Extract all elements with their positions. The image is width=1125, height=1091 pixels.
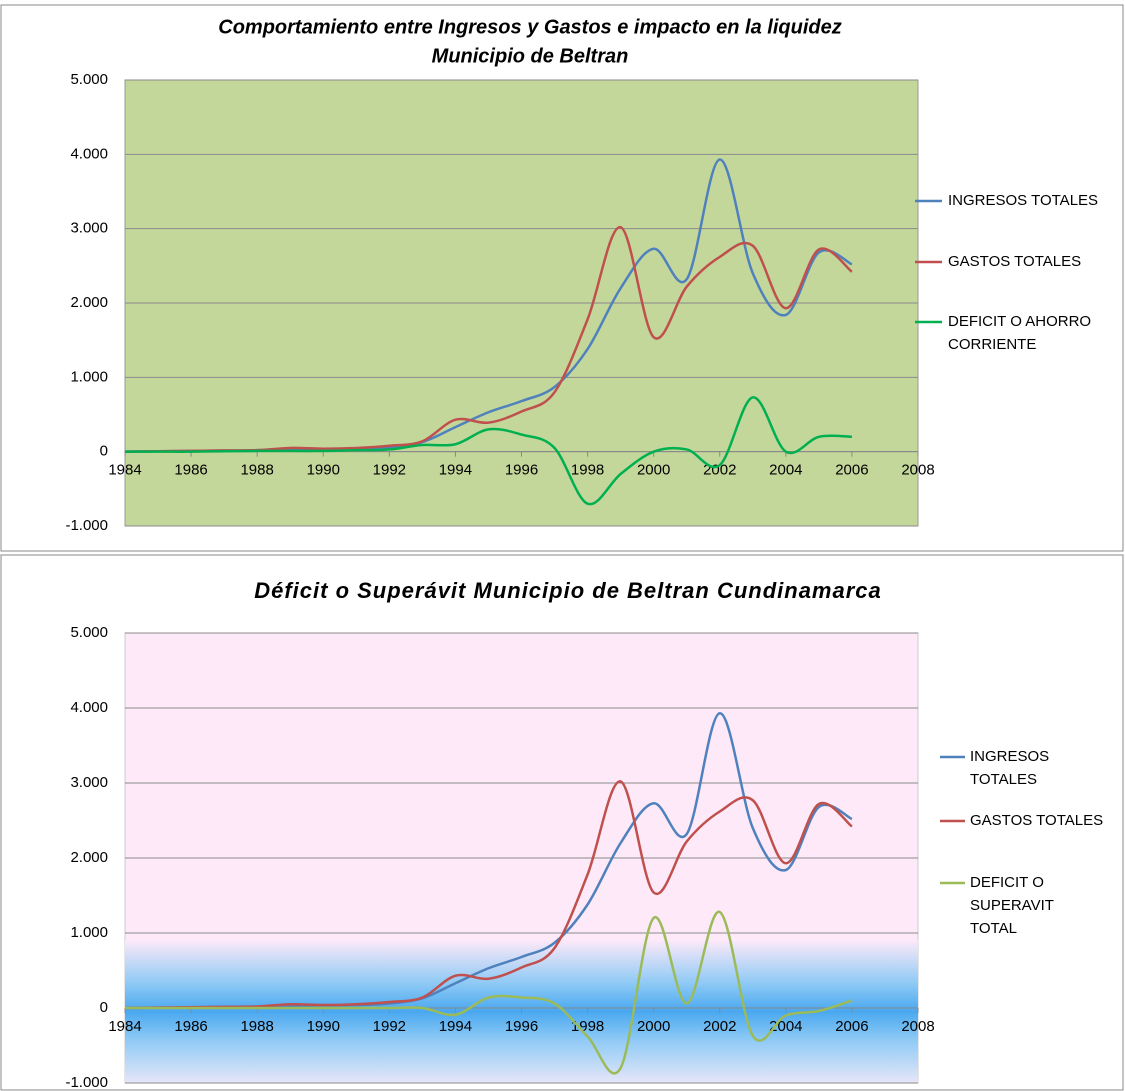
legend-label: INGRESOS TOTALES xyxy=(970,748,1049,788)
x-tick-label: 1984 xyxy=(108,1018,141,1035)
y-tick-label: -1.000 xyxy=(65,1074,108,1091)
x-tick-label: 1998 xyxy=(571,1018,604,1035)
x-tick-label: 2006 xyxy=(835,1018,868,1035)
series-line xyxy=(124,780,853,1010)
legend-label: DEFICIT O AHORRO CORRIENTE xyxy=(948,313,1091,353)
chart-title: Municipio de Beltran xyxy=(432,45,629,67)
y-tick-label: 4.000 xyxy=(70,145,108,162)
y-tick-label: 3.000 xyxy=(70,220,108,237)
x-tick-label: 1986 xyxy=(174,1018,207,1035)
y-tick-label: 1.000 xyxy=(70,924,108,941)
x-tick-label: 2006 xyxy=(835,462,868,479)
x-tick-label: 1988 xyxy=(240,1018,273,1035)
x-tick-label: 1994 xyxy=(439,1018,472,1035)
x-tick-label: 2004 xyxy=(769,462,802,479)
series-line xyxy=(125,910,853,1075)
x-tick-label: 1998 xyxy=(571,462,604,479)
x-tick-label: 1986 xyxy=(174,462,207,479)
legend-label: DEFICIT O SUPERAVIT TOTAL xyxy=(970,874,1054,937)
y-tick-label: 5.000 xyxy=(70,624,108,641)
y-tick-label: 3.000 xyxy=(70,774,108,791)
x-tick-label: 1990 xyxy=(307,462,340,479)
x-tick-label: 1996 xyxy=(505,462,538,479)
x-tick-label: 2008 xyxy=(901,1018,934,1035)
x-tick-label: 1994 xyxy=(439,462,472,479)
x-tick-label: 2000 xyxy=(637,1018,670,1035)
series-line xyxy=(124,396,852,506)
y-tick-label: 5.000 xyxy=(70,71,108,88)
x-tick-label: 1996 xyxy=(505,1018,538,1035)
x-tick-label: 1984 xyxy=(108,462,141,479)
x-tick-label: 1990 xyxy=(307,1018,340,1035)
charts: Comportamiento entre Ingresos y Gastos e… xyxy=(65,16,1103,1091)
legend-label: GASTOS TOTALES xyxy=(970,812,1103,829)
x-tick-label: 1988 xyxy=(240,462,273,479)
y-tick-label: 0 xyxy=(100,999,108,1016)
x-tick-label: 1992 xyxy=(373,462,406,479)
legend-label: GASTOS TOTALES xyxy=(948,253,1081,270)
y-tick-label: 0 xyxy=(100,443,108,460)
x-tick-label: 2000 xyxy=(637,462,670,479)
x-tick-label: 1992 xyxy=(373,1018,406,1035)
y-tick-label: 2.000 xyxy=(70,294,108,311)
y-tick-label: 2.000 xyxy=(70,849,108,866)
x-tick-label: 2002 xyxy=(703,1018,736,1035)
legend-label: INGRESOS TOTALES xyxy=(948,192,1098,209)
chart-title: Déficit o Superávit Municipio de Beltran… xyxy=(254,578,882,603)
y-tick-label: -1.000 xyxy=(65,517,108,534)
y-tick-label: 4.000 xyxy=(70,699,108,716)
y-tick-label: 1.000 xyxy=(70,368,108,385)
chart-title: Comportamiento entre Ingresos y Gastos e… xyxy=(218,16,841,38)
x-tick-label: 2008 xyxy=(901,462,934,479)
